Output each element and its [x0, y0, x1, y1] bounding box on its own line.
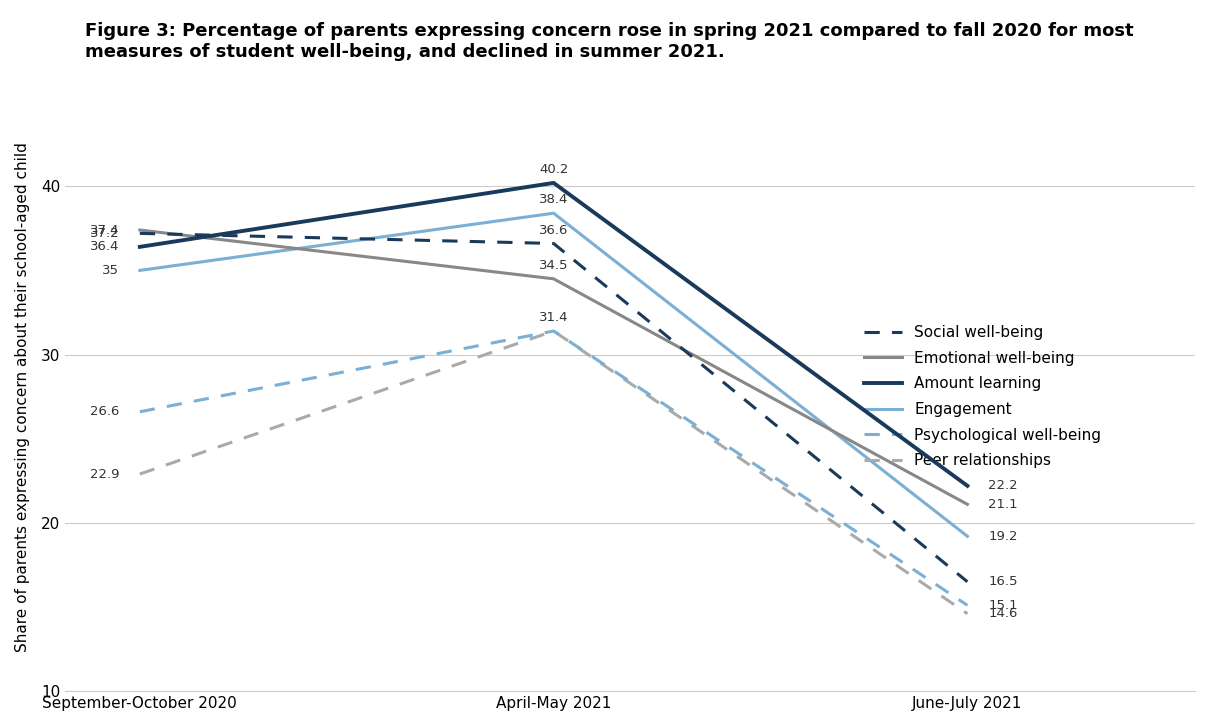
Text: 35: 35	[102, 264, 119, 277]
Text: 19.2: 19.2	[989, 530, 1018, 543]
Emotional well-being	[133, 226, 148, 234]
Line: Emotional well-being: Emotional well-being	[140, 230, 968, 505]
Emotional well-being	[547, 274, 561, 283]
Text: 16.5: 16.5	[989, 575, 1018, 588]
Text: 37.4: 37.4	[90, 224, 119, 237]
Text: 36.4: 36.4	[90, 240, 119, 253]
Psychological well-being	[961, 601, 975, 610]
Line: Engagement: Engagement	[140, 213, 968, 537]
Social well-being	[961, 577, 975, 586]
Y-axis label: Share of parents expressing concern about their school-aged child: Share of parents expressing concern abou…	[15, 142, 30, 651]
Peer relationships	[547, 327, 561, 335]
Text: 15.1: 15.1	[989, 599, 1018, 612]
Text: 14.6: 14.6	[989, 607, 1018, 620]
Amount learning	[961, 481, 975, 490]
Text: 37.2: 37.2	[90, 227, 119, 240]
Line: Social well-being: Social well-being	[140, 233, 968, 582]
Text: 21.1: 21.1	[989, 498, 1018, 511]
Engagement	[133, 266, 148, 274]
Amount learning	[547, 179, 561, 187]
Peer relationships	[961, 609, 975, 618]
Text: Figure 3: Percentage of parents expressing concern rose in spring 2021 compared : Figure 3: Percentage of parents expressi…	[85, 22, 1134, 60]
Text: 36.6: 36.6	[538, 224, 569, 237]
Text: 26.6: 26.6	[90, 405, 119, 418]
Social well-being	[547, 239, 561, 248]
Engagement	[961, 532, 975, 541]
Legend: Social well-being, Emotional well-being, Amount learning, Engagement, Psychologi: Social well-being, Emotional well-being,…	[864, 325, 1101, 468]
Engagement	[547, 209, 561, 218]
Line: Amount learning: Amount learning	[140, 183, 968, 486]
Text: 34.5: 34.5	[538, 259, 569, 272]
Text: 40.2: 40.2	[538, 163, 569, 176]
Amount learning	[133, 242, 148, 251]
Psychological well-being	[547, 327, 561, 335]
Emotional well-being	[961, 500, 975, 509]
Text: 31.4: 31.4	[538, 311, 569, 325]
Text: 22.9: 22.9	[90, 468, 119, 481]
Text: 38.4: 38.4	[538, 193, 569, 206]
Psychological well-being	[133, 407, 148, 416]
Line: Peer relationships: Peer relationships	[140, 331, 968, 613]
Text: 22.2: 22.2	[989, 479, 1018, 492]
Line: Psychological well-being: Psychological well-being	[140, 331, 968, 605]
Social well-being	[133, 229, 148, 237]
Peer relationships	[133, 470, 148, 478]
